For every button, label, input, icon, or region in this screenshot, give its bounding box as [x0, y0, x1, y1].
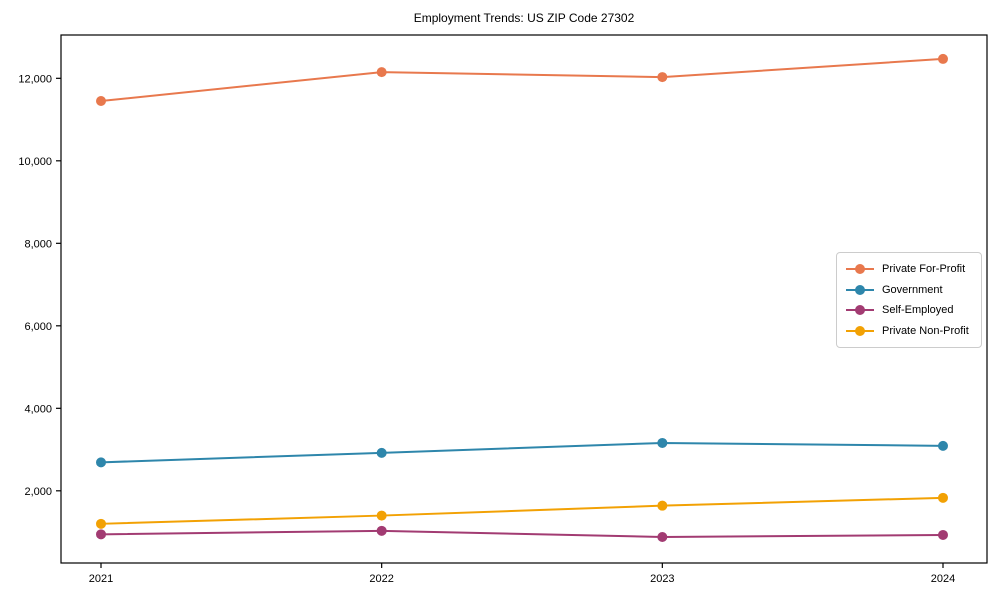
- legend-line-marker-icon: [846, 264, 874, 274]
- series-line: [100, 496, 944, 525]
- data-point: [657, 532, 668, 543]
- y-tick-label: 12,000: [18, 73, 52, 85]
- legend-label: Government: [882, 283, 943, 296]
- x-tick-label: 2021: [89, 573, 113, 585]
- series-line: [100, 441, 944, 464]
- data-point: [376, 447, 387, 458]
- data-point: [96, 457, 106, 468]
- data-point: [657, 500, 668, 511]
- x-tick-label: 2022: [369, 573, 393, 585]
- series-line: [100, 529, 944, 539]
- data-point: [938, 440, 948, 451]
- plot-frame: [60, 34, 988, 564]
- legend-item-private-non-profit: Private Non-Profit: [845, 321, 973, 341]
- legend-line-marker-icon: [846, 284, 874, 295]
- data-point: [96, 96, 106, 106]
- data-point: [657, 72, 668, 83]
- x-tick-label: 2024: [931, 573, 955, 585]
- data-point: [376, 525, 387, 536]
- x-tick-label: 2023: [650, 573, 674, 585]
- legend-line-marker-icon: [846, 325, 874, 336]
- legend-line-marker-icon: [846, 305, 874, 316]
- legend-label: Private Non-Profit: [882, 324, 969, 337]
- legend-label: Private For-Profit: [882, 263, 966, 275]
- data-point: [376, 67, 387, 78]
- data-point: [657, 437, 668, 448]
- data-point: [938, 53, 948, 64]
- y-tick-label: 8,000: [24, 238, 52, 250]
- legend: Private For-Profit Government Self-Emplo…: [836, 252, 982, 348]
- data-point: [96, 529, 106, 540]
- data-point: [376, 510, 387, 521]
- legend-item-self-employed: Self-Employed: [845, 300, 973, 320]
- y-tick-label: 6,000: [24, 321, 52, 333]
- legend-item-government: Government: [845, 280, 973, 300]
- data-point: [938, 529, 948, 540]
- data-point: [938, 492, 948, 503]
- legend-label: Self-Employed: [882, 304, 954, 317]
- y-tick-label: 10,000: [18, 156, 52, 168]
- legend-item-private-for-profit: Private For-Profit: [845, 259, 973, 279]
- series-line: [100, 57, 944, 102]
- y-tick-label: 4,000: [24, 403, 52, 415]
- y-tick-label: 2,000: [24, 486, 52, 498]
- chart-title: Employment Trends: US ZIP Code 27302: [413, 11, 635, 25]
- data-point: [96, 518, 106, 529]
